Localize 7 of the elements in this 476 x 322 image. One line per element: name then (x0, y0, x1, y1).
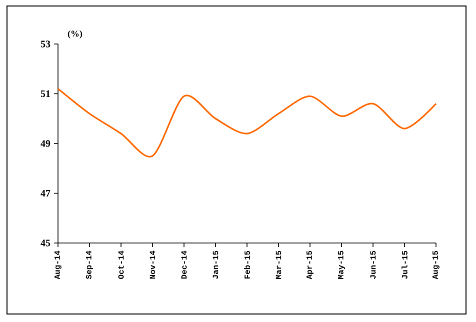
line-series (57, 88, 437, 158)
y-tick-label: 53 (40, 40, 50, 48)
y-tick-label: 49 (40, 140, 50, 147)
y-tick-label: 45 (40, 240, 50, 246)
y-tick-label: 51 (40, 90, 50, 98)
y-tick-label: 47 (40, 190, 50, 197)
y-axis-title: (%) (68, 30, 82, 38)
